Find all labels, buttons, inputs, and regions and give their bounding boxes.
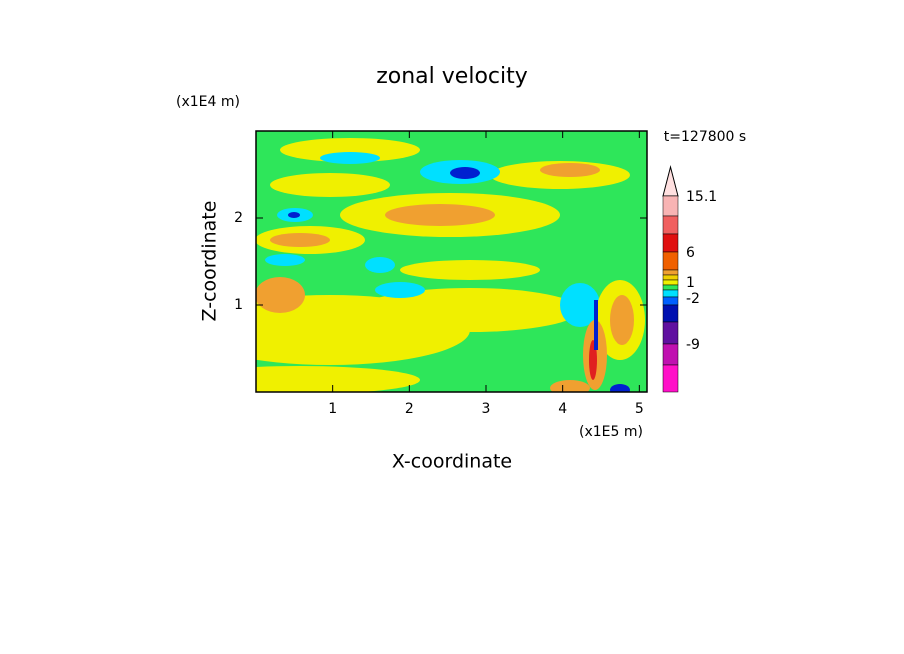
y-axis-label: Z-coordinate (199, 201, 221, 322)
time-annotation: t=127800 s (664, 129, 746, 145)
y-tick-label: 1 (234, 297, 243, 313)
x-tick-label: 1 (328, 401, 337, 417)
x-axis-label: X-coordinate (392, 451, 512, 473)
colorbar-label: 6 (686, 245, 695, 261)
colorbar-label: -2 (686, 291, 700, 307)
x-tick-label: 3 (482, 401, 491, 417)
contour-field (256, 131, 647, 392)
y-tick-label: 2 (234, 210, 243, 226)
x-unit: (x1E5 m) (579, 424, 643, 440)
x-tick-label: 4 (558, 401, 567, 417)
x-tick-label: 5 (635, 401, 644, 417)
chart-title: zonal velocity (376, 64, 528, 89)
plot-frame (255, 130, 648, 393)
colorbar-label: -9 (686, 337, 700, 353)
x-tick-label: 2 (405, 401, 414, 417)
colorbar: 15.1 6 1 -2 -9 (662, 165, 717, 393)
colorbar-label: 1 (686, 275, 695, 291)
colorbar-label: 15.1 (686, 189, 717, 205)
y-unit: (x1E4 m) (176, 94, 240, 110)
